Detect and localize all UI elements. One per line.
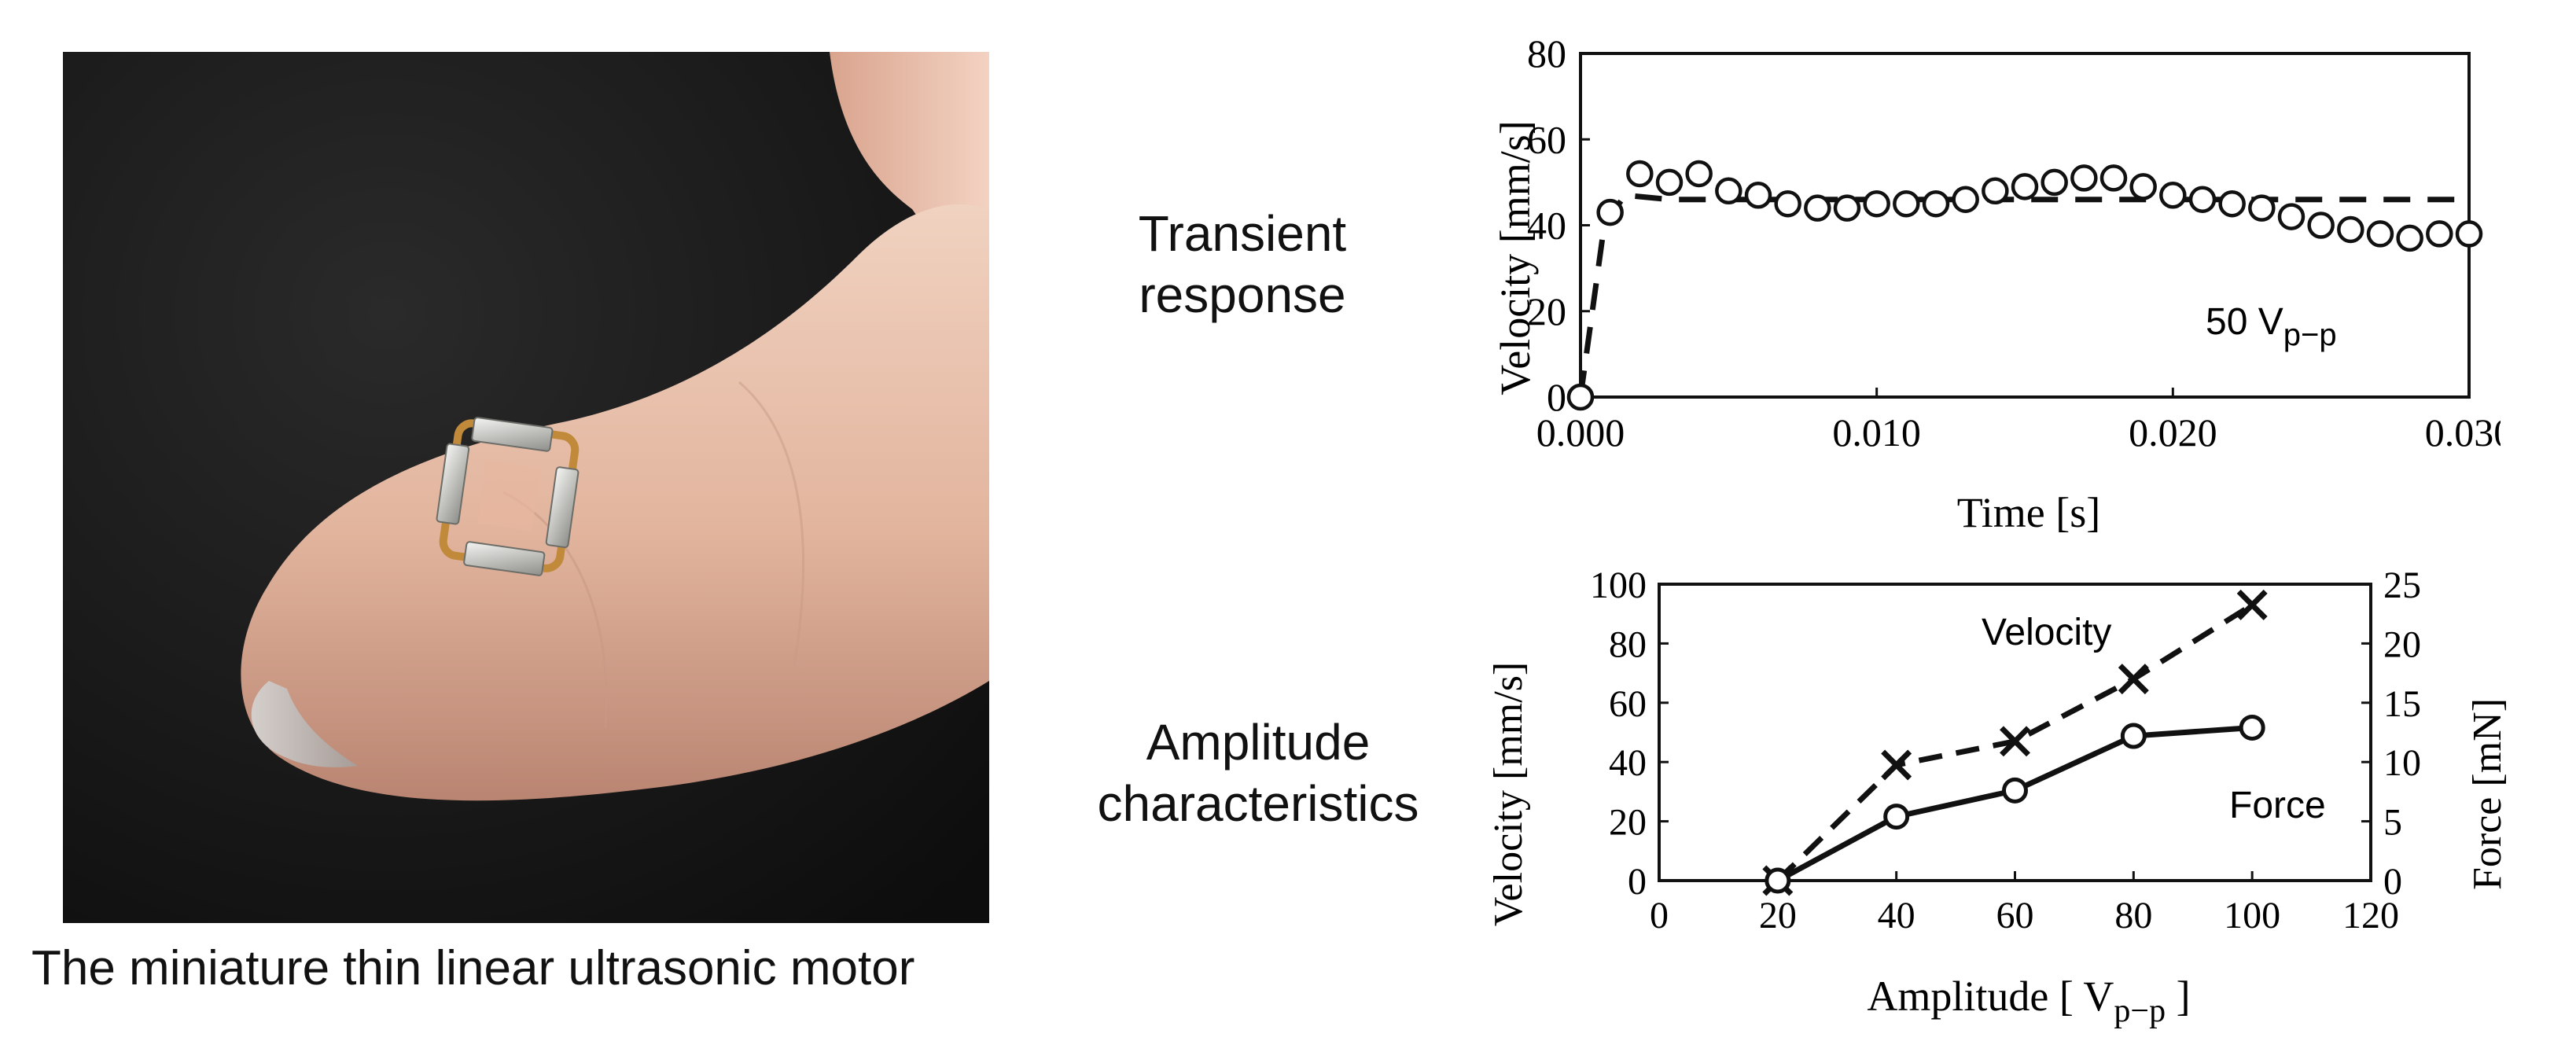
transient-measured-point [1893,189,1920,218]
motor-photo [63,52,989,923]
velocity-point [2000,726,2030,757]
amplitude-y2-axis-label: Force [mN] [2465,698,2510,890]
amplitude-x-tick-label: 40 [1878,895,1915,936]
amplitude-y2-tick-label: 10 [2383,742,2421,784]
transient-label-line1: Transient [1138,205,1347,262]
amplitude-label-line1: Amplitude [1146,714,1371,771]
amplitude-y2-tick-label: 15 [2383,683,2421,725]
velocity-point [2236,589,2268,620]
velocity-point-stroke [2000,726,2030,757]
amplitude-y-tick-label: 60 [1609,683,1647,725]
amplitude-axes: 0 20 40 60 80 100 0 5 10 15 20 25 0 20 40 60 80 100 120 [1590,565,2421,936]
transient-measured-point [2248,194,2276,222]
transient-measured-point [1655,168,1684,197]
transient-measured-point [2277,203,2306,230]
amplitude-x-tick-label: 80 [2114,895,2152,936]
amplitude-x-tick-label: 0 [1650,895,1669,936]
transient-measured-point [1982,177,2009,205]
transient-measured-point [2366,220,2394,248]
amplitude-x-tick-label: 20 [1759,895,1797,936]
transient-measured-point [1685,160,1713,188]
motor-photo-illustration [63,52,989,923]
amplitude-x-tick-label: 100 [2224,895,2280,936]
transient-measured-point [2129,173,2157,200]
amplitude-y-tick-label: 100 [1590,565,1647,606]
transient-label-line2: response [1139,267,1346,323]
amplitude-y-tick-label: 20 [1609,802,1647,844]
transient-measured-point [1863,189,1890,218]
amplitude-characteristics-chart: 0 20 40 60 80 100 0 5 10 15 20 25 0 20 40 60 80 100 120 Am… [1486,565,2510,1029]
transient-y-tick-label: 20 [1527,289,1566,333]
amplitude-y-tick-label: 40 [1609,742,1647,784]
transient-measured-point [2011,173,2039,200]
force-series-line [1776,724,2253,884]
transient-measured-point [2337,215,2364,244]
transient-measured-point [1804,194,1831,222]
velocity-point-stroke [1881,749,1912,781]
amplitude-x-tick-label: 60 [1996,895,2034,936]
force-point [2002,777,2028,804]
amplitude-y-tick-label: 80 [1609,623,1647,665]
amplitude-label-line2: characteristics [1097,775,1419,832]
transient-y-axis-label: Velocity [mm/s] [1492,120,1539,395]
transient-measured-point [2396,224,2423,252]
amplitude-y-axis-label: Velocity [mm/s] [1486,662,1531,927]
velocity-point [2118,664,2149,695]
transient-y-tick-label: 80 [1527,31,1566,75]
transient-measured-point [1744,182,1772,209]
force-point [2239,714,2265,741]
transient-axes: 0 20 40 60 80 0.000 0.010 0.020 0.030 [1527,31,2501,454]
photo-caption: The miniature thin linear ultrasonic mot… [31,941,915,995]
transient-x-tick-label: 0.000 [1536,410,1625,454]
transient-measured-point [2188,186,2217,213]
transient-measured-point [1715,177,1742,205]
force-series-label: Force [2229,785,2326,826]
transient-x-axis-label: Time [s] [1957,489,2101,536]
transient-x-tick-label: 0.020 [2129,410,2217,454]
transient-measured-point [1922,189,1950,218]
transient-measured-point [1952,186,1979,213]
transient-y-tick-label: 60 [1527,117,1566,161]
transient-y-tick-label: 40 [1527,204,1566,248]
transient-response-label: Transient response [1077,203,1408,326]
transient-measured-point [2455,220,2483,248]
transient-measured-point [2099,164,2128,192]
velocity-series-label: Velocity [1982,612,2111,653]
velocity-point-stroke [2118,664,2149,695]
amplitude-x-tick-label: 120 [2342,895,2399,936]
transient-model-line [1577,192,2469,398]
amplitude-y2-tick-label: 20 [2383,623,2421,665]
transient-measured-point [2159,182,2187,209]
transient-measured-point [1596,198,1624,226]
amplitude-characteristics-label: Amplitude characteristics [1077,712,1439,834]
amplitude-y2-tick-label: 0 [2383,861,2402,903]
amplitude-x-axis-label: Amplitude [ Vp−p ] [1867,973,2190,1029]
velocity-point [1881,749,1912,781]
transient-measured-point [2426,220,2453,248]
transient-measured-point [2070,164,2098,192]
transient-x-tick-label: 0.030 [2425,410,2501,454]
amplitude-y2-tick-label: 5 [2383,802,2402,844]
amplitude-y2-tick-label: 25 [2383,565,2421,606]
transient-response-chart: 0 20 40 60 80 0.000 0.010 0.020 0.030 Time [s] V… [1492,31,2501,536]
force-point [1765,867,1791,894]
amplitude-marks [1762,589,2268,896]
transient-measured-point [2041,168,2068,197]
force-point [2120,723,2147,749]
transient-measured-point [1774,189,1801,218]
transient-measured-point [2307,212,2335,239]
transient-annotation: 50 Vp−p [2206,301,2337,352]
transient-measured-point [2218,189,2246,218]
transient-marks [1566,160,2483,411]
amplitude-y-tick-label: 0 [1628,861,1647,903]
transient-measured-point [1626,160,1654,188]
transient-x-tick-label: 0.010 [1832,410,1921,454]
transient-measured-point [1833,194,1861,222]
force-point [1883,804,1910,830]
transient-measured-point [1566,383,1595,411]
transient-y-tick-label: 0 [1547,375,1566,419]
velocity-point-stroke [2236,589,2268,620]
